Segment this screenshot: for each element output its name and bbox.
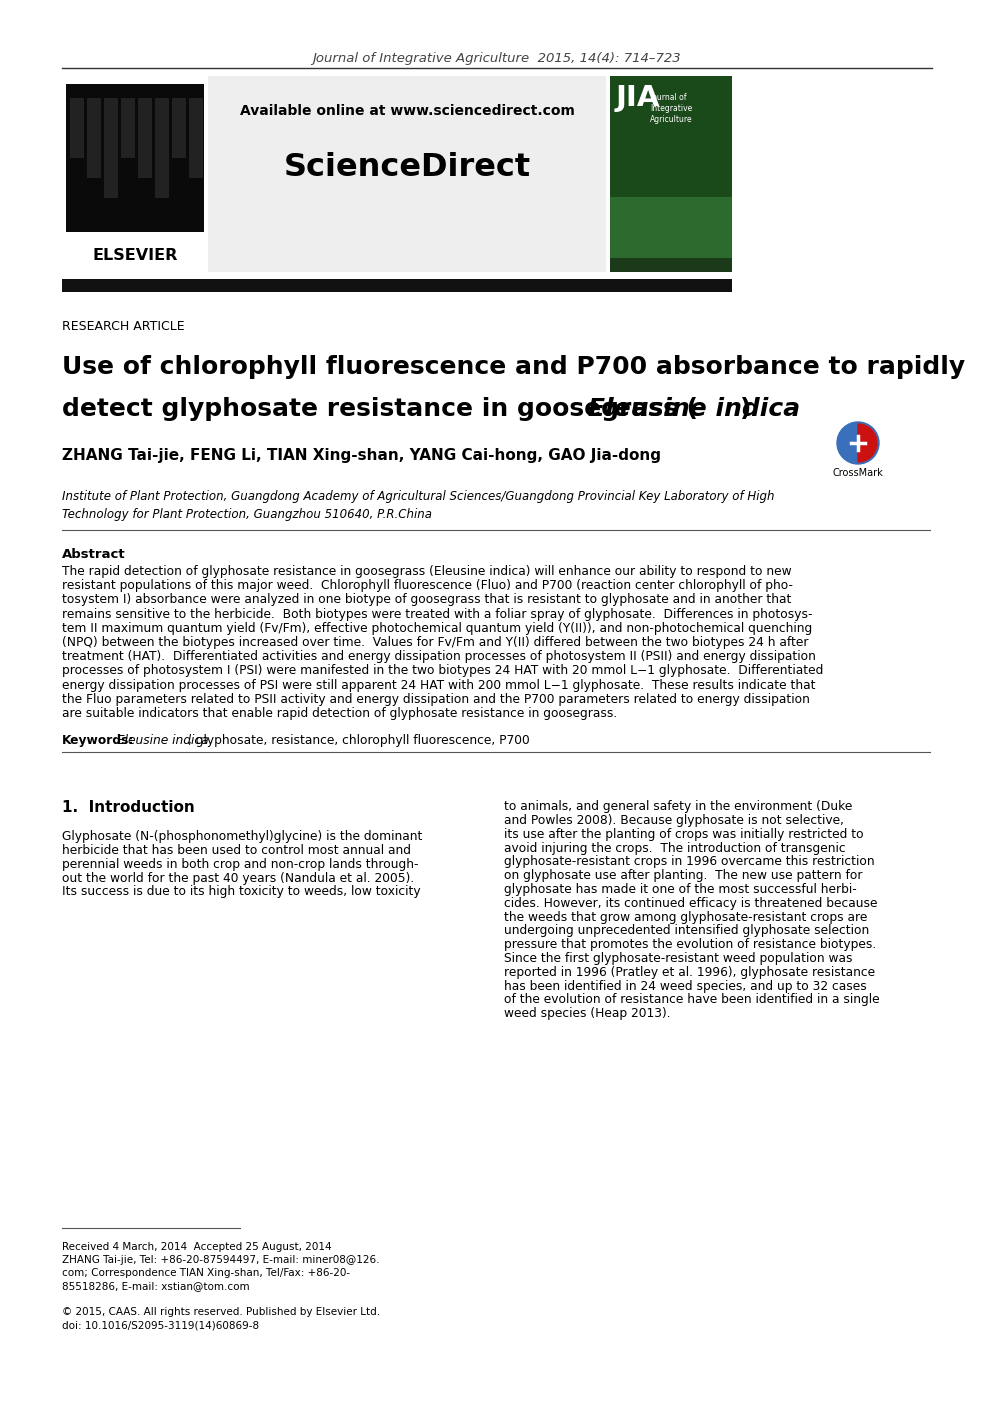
Text: The rapid detection of glyphosate resistance in goosegrass (Eleusine indica) wil: The rapid detection of glyphosate resist…	[62, 565, 792, 578]
Text: tosystem I) absorbance were analyzed in one biotype of goosegrass that is resist: tosystem I) absorbance were analyzed in …	[62, 593, 792, 606]
Text: perennial weeds in both crop and non-crop lands through-: perennial weeds in both crop and non-cro…	[62, 857, 419, 871]
Text: glyphosate has made it one of the most successful herbi-: glyphosate has made it one of the most s…	[504, 882, 857, 897]
Text: to animals, and general safety in the environment (Duke: to animals, and general safety in the en…	[504, 800, 852, 814]
Text: cides. However, its continued efficacy is threatened because: cides. However, its continued efficacy i…	[504, 897, 878, 909]
FancyBboxPatch shape	[610, 76, 732, 272]
Text: doi: 10.1016/S2095-3119(14)60869-8: doi: 10.1016/S2095-3119(14)60869-8	[62, 1320, 259, 1330]
Text: Technology for Plant Protection, Guangzhou 510640, P.R.China: Technology for Plant Protection, Guangzh…	[62, 508, 432, 521]
Text: Chinese Academy of Agricultural Sciences: Chinese Academy of Agricultural Sciences	[619, 275, 722, 281]
Text: ELSEVIER: ELSEVIER	[92, 248, 178, 262]
Text: herbicide that has been used to control most annual and: herbicide that has been used to control …	[62, 845, 411, 857]
Text: on glyphosate use after planting.  The new use pattern for: on glyphosate use after planting. The ne…	[504, 870, 862, 882]
Text: CrossMark: CrossMark	[832, 469, 883, 478]
Text: reported in 1996 (Pratley et al. 1996), glyphosate resistance: reported in 1996 (Pratley et al. 1996), …	[504, 965, 875, 979]
Text: and Powles 2008). Because glyphosate is not selective,: and Powles 2008). Because glyphosate is …	[504, 814, 844, 826]
Text: Its success is due to its high toxicity to weeds, low toxicity: Its success is due to its high toxicity …	[62, 885, 421, 898]
Text: ZHANG Tai-jie, FENG Li, TIAN Xing-shan, YANG Cai-hong, GAO Jia-dong: ZHANG Tai-jie, FENG Li, TIAN Xing-shan, …	[62, 448, 661, 463]
Text: glyphosate-resistant crops in 1996 overcame this restriction: glyphosate-resistant crops in 1996 overc…	[504, 856, 875, 868]
Text: undergoing unprecedented intensified glyphosate selection: undergoing unprecedented intensified gly…	[504, 925, 869, 937]
Text: (NPQ) between the biotypes increased over time.  Values for Fv/Fm and Y(II) diff: (NPQ) between the biotypes increased ove…	[62, 636, 808, 650]
Circle shape	[837, 422, 879, 464]
FancyBboxPatch shape	[121, 98, 135, 159]
Text: ZHANG Tai-jie, Tel: +86-20-87594497, E-mail: miner08@126.: ZHANG Tai-jie, Tel: +86-20-87594497, E-m…	[62, 1256, 380, 1266]
FancyBboxPatch shape	[208, 76, 606, 272]
Text: remains sensitive to the herbicide.  Both biotypes were treated with a foliar sp: remains sensitive to the herbicide. Both…	[62, 607, 812, 620]
Text: Available online at www.sciencedirect.com: Available online at www.sciencedirect.co…	[239, 104, 574, 118]
Text: Institute of Plant Protection, Guangdong Academy of Agricultural Sciences/Guangd: Institute of Plant Protection, Guangdong…	[62, 490, 775, 504]
Text: energy dissipation processes of PSI were still apparent 24 HAT with 200 mmol L−1: energy dissipation processes of PSI were…	[62, 679, 815, 692]
Text: out the world for the past 40 years (Nandula et al. 2005).: out the world for the past 40 years (Nan…	[62, 871, 415, 885]
Text: Glyphosate (N-(phosphonomethyl)glycine) is the dominant: Glyphosate (N-(phosphonomethyl)glycine) …	[62, 831, 423, 843]
Text: Use of chlorophyll fluorescence and P700 absorbance to rapidly: Use of chlorophyll fluorescence and P700…	[62, 355, 965, 379]
Text: Journal of
Integrative
Agriculture: Journal of Integrative Agriculture	[650, 93, 692, 125]
Text: © 2015, CAAS. All rights reserved. Published by Elsevier Ltd.: © 2015, CAAS. All rights reserved. Publi…	[62, 1308, 380, 1317]
Text: 1.  Introduction: 1. Introduction	[62, 800, 194, 815]
Text: Journal of Integrative Agriculture  2015, 14(4): 714–723: Journal of Integrative Agriculture 2015,…	[311, 52, 681, 65]
Text: processes of photosystem I (PSI) were manifested in the two biotypes 24 HAT with: processes of photosystem I (PSI) were ma…	[62, 665, 823, 678]
Text: Since the first glyphosate-resistant weed population was: Since the first glyphosate-resistant wee…	[504, 953, 852, 965]
Text: are suitable indicators that enable rapid detection of glyphosate resistance in : are suitable indicators that enable rapi…	[62, 707, 617, 720]
FancyBboxPatch shape	[87, 98, 101, 178]
Text: 85518286, E-mail: xstian@tom.com: 85518286, E-mail: xstian@tom.com	[62, 1281, 250, 1291]
Wedge shape	[858, 424, 877, 462]
FancyBboxPatch shape	[155, 98, 169, 198]
Text: ): )	[740, 397, 751, 421]
FancyBboxPatch shape	[189, 98, 203, 178]
Text: ScienceDirect: ScienceDirect	[284, 152, 531, 182]
Text: of the evolution of resistance have been identified in a single: of the evolution of resistance have been…	[504, 993, 880, 1006]
FancyBboxPatch shape	[610, 76, 732, 196]
FancyBboxPatch shape	[172, 98, 186, 159]
Text: Abstract: Abstract	[62, 549, 126, 561]
Text: RESEARCH ARTICLE: RESEARCH ARTICLE	[62, 320, 185, 333]
Text: the weeds that grow among glyphosate-resistant crops are: the weeds that grow among glyphosate-res…	[504, 911, 867, 923]
Text: resistant populations of this major weed.  Chlorophyll fluorescence (Fluo) and P: resistant populations of this major weed…	[62, 579, 793, 592]
FancyBboxPatch shape	[104, 98, 118, 198]
Text: its use after the planting of crops was initially restricted to: its use after the planting of crops was …	[504, 828, 864, 840]
Text: has been identified in 24 weed species, and up to 32 cases: has been identified in 24 weed species, …	[504, 979, 867, 992]
FancyBboxPatch shape	[62, 279, 732, 292]
Text: the Fluo parameters related to PSII activity and energy dissipation and the P700: the Fluo parameters related to PSII acti…	[62, 693, 809, 706]
Text: JIA: JIA	[616, 84, 661, 112]
Text: weed species (Heap 2013).: weed species (Heap 2013).	[504, 1007, 671, 1020]
Text: treatment (HAT).  Differentiated activities and energy dissipation processes of : treatment (HAT). Differentiated activiti…	[62, 650, 815, 664]
FancyBboxPatch shape	[138, 98, 152, 178]
Text: Eleusine indica: Eleusine indica	[113, 734, 208, 748]
Text: com; Correspondence TIAN Xing-shan, Tel/Fax: +86-20-: com; Correspondence TIAN Xing-shan, Tel/…	[62, 1268, 350, 1278]
FancyBboxPatch shape	[66, 84, 204, 231]
FancyBboxPatch shape	[610, 258, 732, 272]
Text: tem II maximum quantum yield (Fv/Fm), effective photochemical quantum yield (Y(I: tem II maximum quantum yield (Fv/Fm), ef…	[62, 622, 812, 634]
Text: , glyphosate, resistance, chlorophyll fluorescence, P700: , glyphosate, resistance, chlorophyll fl…	[188, 734, 530, 748]
Text: pressure that promotes the evolution of resistance biotypes.: pressure that promotes the evolution of …	[504, 939, 876, 951]
Text: detect glyphosate resistance in goosegrass (: detect glyphosate resistance in goosegra…	[62, 397, 698, 421]
Text: Eleusine indica: Eleusine indica	[588, 397, 801, 421]
Text: avoid injuring the crops.  The introduction of transgenic: avoid injuring the crops. The introducti…	[504, 842, 845, 854]
Text: Received 4 March, 2014  Accepted 25 August, 2014: Received 4 March, 2014 Accepted 25 Augus…	[62, 1242, 331, 1251]
FancyBboxPatch shape	[70, 98, 84, 159]
Text: Keywords:: Keywords:	[62, 734, 134, 748]
